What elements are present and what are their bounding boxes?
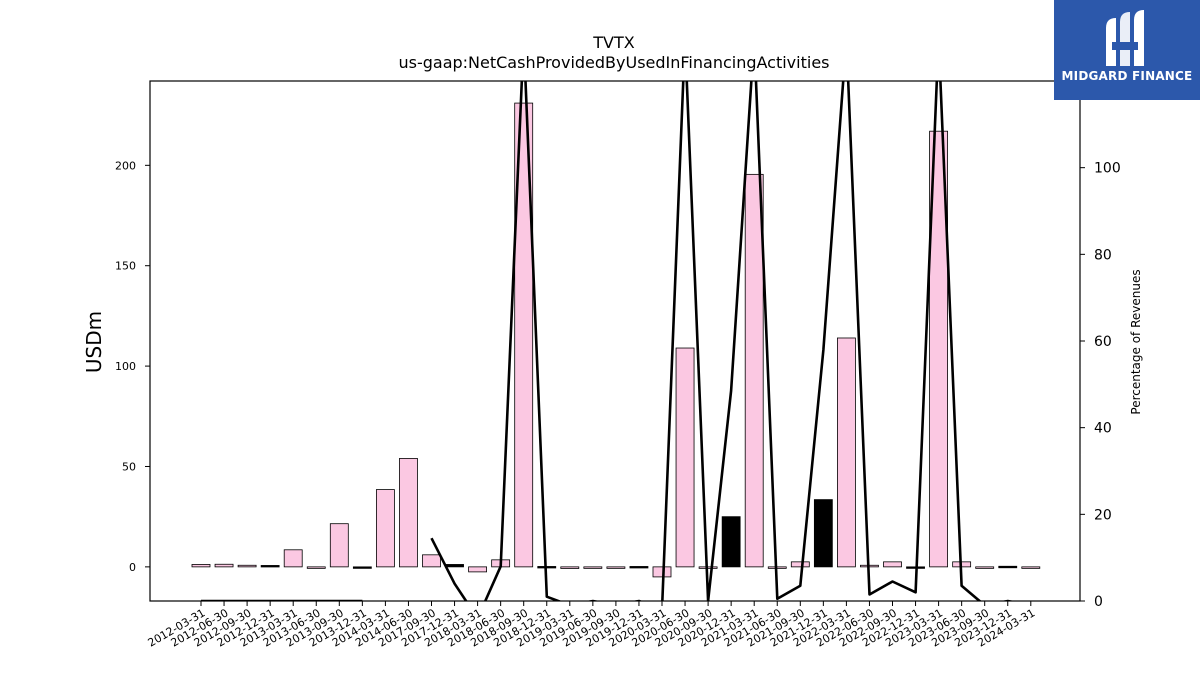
bar-2023-09-30 [975, 566, 995, 569]
bar-2013-03-31 [283, 549, 303, 568]
midgard-logo-icon [1106, 10, 1144, 66]
bar-2020-06-30 [675, 347, 695, 568]
bar-2023-12-31 [998, 565, 1018, 569]
y2-tick-label: 60 [1094, 334, 1112, 350]
y2-tick-label: 80 [1094, 247, 1112, 263]
y-axis-label: USDm [82, 311, 106, 373]
bar-2021-12-31 [813, 499, 833, 568]
y-tick-label: 150 [115, 260, 136, 273]
y2-tick-label: 40 [1094, 421, 1112, 437]
bar-2013-06-30 [306, 566, 326, 569]
bar-2019-06-30 [583, 566, 603, 569]
bar-2023-03-31 [929, 130, 948, 568]
y-tick-label: 50 [122, 460, 136, 473]
bar-2017-09-30 [422, 554, 441, 568]
y-tick-label: 200 [115, 159, 136, 172]
bar-2013-09-30 [329, 523, 349, 568]
bar-2021-09-30 [790, 561, 810, 568]
y-tick-label: 0 [129, 561, 136, 574]
bar-2020-09-30 [698, 566, 718, 569]
bar-2012-12-31 [260, 565, 280, 568]
bar-2012-06-30 [214, 563, 234, 568]
bar-2019-12-31 [629, 566, 649, 569]
y2-axis-label: Percentage of Revenues [1129, 269, 1143, 414]
bar-2012-03-31 [191, 564, 211, 568]
logo-text: MIDGARD FINANCE [1061, 69, 1193, 83]
bar-2019-09-30 [606, 566, 626, 569]
line-series [201, 81, 1015, 601]
bar-2021-03-31 [744, 173, 764, 568]
bar-2018-09-30 [514, 102, 534, 568]
y-tick-label: 100 [115, 360, 136, 373]
bar-2020-03-31 [652, 566, 672, 578]
bar-2014-03-31 [375, 489, 395, 568]
bar-2022-09-30 [883, 561, 902, 568]
y2-tick-label: 0 [1094, 594, 1103, 610]
axes: 0501001502000204060801002012-03-312012-0… [115, 80, 1121, 650]
bar-2018-03-31 [468, 566, 488, 573]
bar-2020-12-31 [721, 516, 741, 568]
midgard-finance-logo: MIDGARD FINANCE [1054, 0, 1200, 100]
chart-subtitle: us-gaap:NetCashProvidedByUsedInFinancing… [398, 53, 829, 72]
bar-2022-03-31 [837, 337, 856, 568]
bar-series [191, 102, 1041, 578]
bar-2024-03-31 [1021, 566, 1041, 569]
bar-2014-06-30 [399, 458, 418, 568]
revenue-pct-line [430, 81, 1015, 601]
bar-2013-12-31 [352, 566, 372, 569]
bar-2019-03-31 [560, 566, 580, 569]
bar-2017-12-31 [445, 564, 464, 568]
chart-title: TVTX [592, 33, 634, 52]
bar-2012-09-30 [237, 564, 257, 568]
y2-tick-label: 20 [1094, 507, 1112, 523]
y2-tick-label: 100 [1094, 161, 1121, 177]
